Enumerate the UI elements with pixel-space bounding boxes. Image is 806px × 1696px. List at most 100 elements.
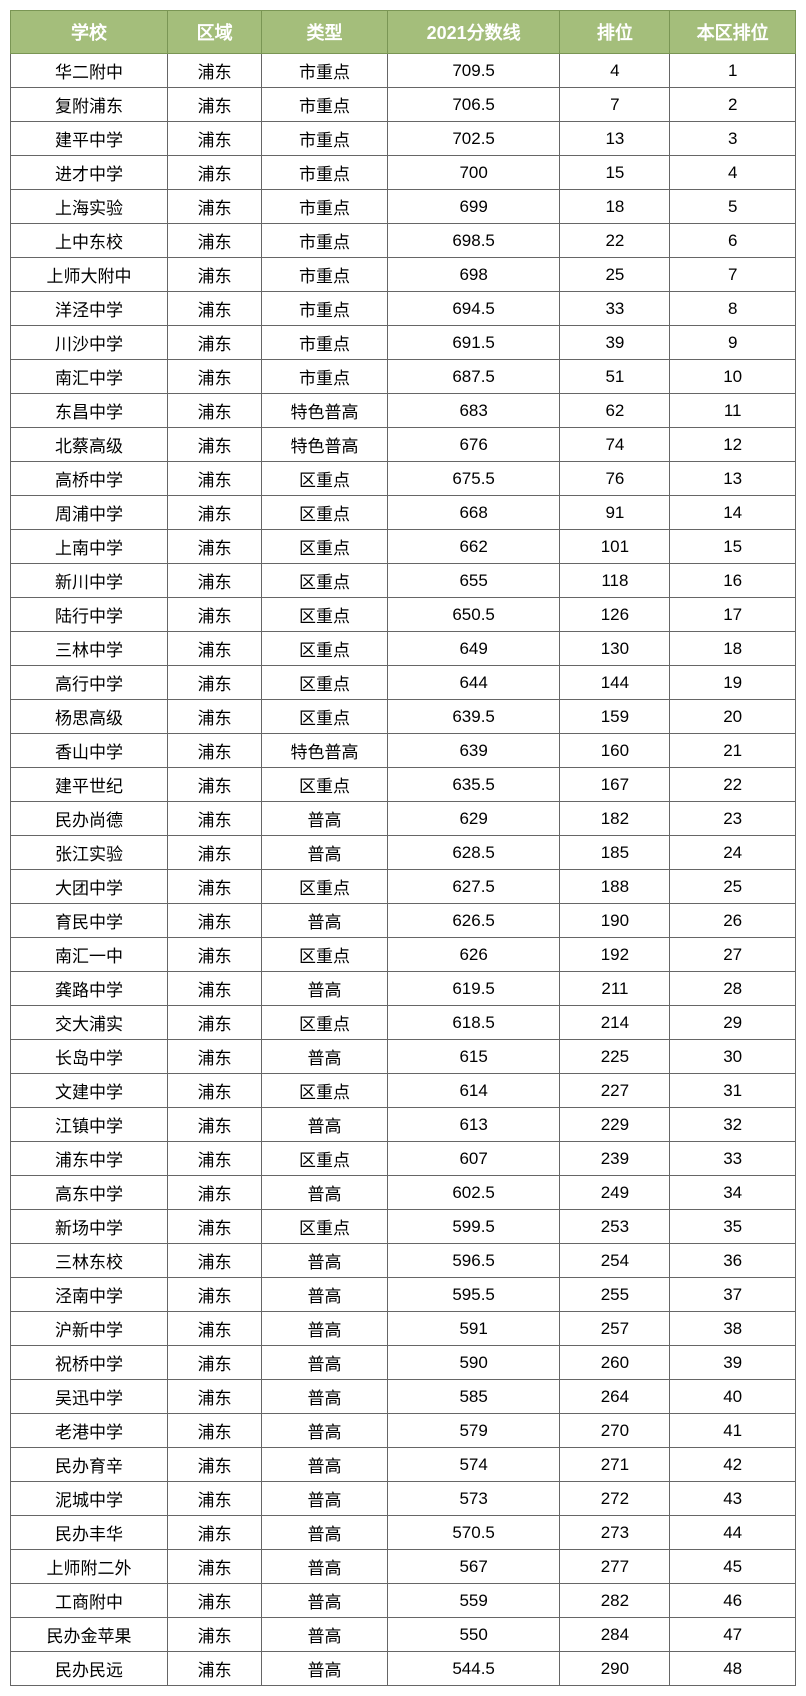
cell-localrank: 17 [670,598,796,632]
table-row: 高东中学浦东普高602.524934 [11,1176,796,1210]
cell-district: 浦东 [168,972,262,1006]
cell-school: 大团中学 [11,870,168,904]
cell-school: 东昌中学 [11,394,168,428]
cell-rank: 74 [560,428,670,462]
cell-type: 普高 [262,1176,388,1210]
cell-school: 高行中学 [11,666,168,700]
cell-score: 655 [387,564,560,598]
table-row: 泾南中学浦东普高595.525537 [11,1278,796,1312]
cell-localrank: 16 [670,564,796,598]
cell-rank: 7 [560,88,670,122]
cell-rank: 254 [560,1244,670,1278]
cell-localrank: 3 [670,122,796,156]
cell-school: 新川中学 [11,564,168,598]
table-row: 川沙中学浦东市重点691.5399 [11,326,796,360]
table-row: 东昌中学浦东特色普高6836211 [11,394,796,428]
cell-score: 596.5 [387,1244,560,1278]
cell-district: 浦东 [168,802,262,836]
cell-score: 595.5 [387,1278,560,1312]
cell-score: 559 [387,1584,560,1618]
table-row: 高桥中学浦东区重点675.57613 [11,462,796,496]
cell-type: 特色普高 [262,734,388,768]
table-row: 上师大附中浦东市重点698257 [11,258,796,292]
cell-district: 浦东 [168,1006,262,1040]
table-row: 三林东校浦东普高596.525436 [11,1244,796,1278]
cell-localrank: 14 [670,496,796,530]
cell-localrank: 42 [670,1448,796,1482]
cell-localrank: 1 [670,54,796,88]
cell-score: 675.5 [387,462,560,496]
cell-district: 浦东 [168,428,262,462]
cell-school: 香山中学 [11,734,168,768]
cell-rank: 101 [560,530,670,564]
cell-rank: 4 [560,54,670,88]
cell-localrank: 39 [670,1346,796,1380]
cell-rank: 239 [560,1142,670,1176]
cell-score: 694.5 [387,292,560,326]
cell-localrank: 19 [670,666,796,700]
cell-school: 高桥中学 [11,462,168,496]
table-row: 进才中学浦东市重点700154 [11,156,796,190]
table-row: 工商附中浦东普高55928246 [11,1584,796,1618]
cell-rank: 272 [560,1482,670,1516]
cell-rank: 62 [560,394,670,428]
cell-score: 550 [387,1618,560,1652]
cell-type: 区重点 [262,530,388,564]
cell-type: 区重点 [262,768,388,802]
cell-type: 普高 [262,836,388,870]
cell-school: 复附浦东 [11,88,168,122]
cell-score: 668 [387,496,560,530]
cell-type: 区重点 [262,1006,388,1040]
header-localrank: 本区排位 [670,11,796,54]
cell-localrank: 5 [670,190,796,224]
cell-district: 浦东 [168,190,262,224]
cell-localrank: 22 [670,768,796,802]
cell-school: 北蔡高级 [11,428,168,462]
table-row: 吴迅中学浦东普高58526440 [11,1380,796,1414]
cell-type: 市重点 [262,258,388,292]
table-row: 香山中学浦东特色普高63916021 [11,734,796,768]
cell-rank: 185 [560,836,670,870]
cell-score: 662 [387,530,560,564]
cell-rank: 253 [560,1210,670,1244]
table-row: 浦东中学浦东区重点60723933 [11,1142,796,1176]
cell-localrank: 27 [670,938,796,972]
cell-localrank: 34 [670,1176,796,1210]
cell-district: 浦东 [168,700,262,734]
cell-rank: 33 [560,292,670,326]
cell-district: 浦东 [168,1346,262,1380]
cell-district: 浦东 [168,1652,262,1686]
cell-type: 区重点 [262,938,388,972]
cell-type: 市重点 [262,326,388,360]
cell-type: 区重点 [262,1074,388,1108]
cell-type: 市重点 [262,88,388,122]
cell-school: 张江实验 [11,836,168,870]
cell-type: 普高 [262,972,388,1006]
cell-score: 591 [387,1312,560,1346]
cell-localrank: 45 [670,1550,796,1584]
cell-district: 浦东 [168,258,262,292]
cell-school: 南汇中学 [11,360,168,394]
cell-rank: 271 [560,1448,670,1482]
cell-school: 洋泾中学 [11,292,168,326]
table-row: 民办民远浦东普高544.529048 [11,1652,796,1686]
cell-localrank: 12 [670,428,796,462]
cell-rank: 13 [560,122,670,156]
cell-type: 普高 [262,1040,388,1074]
cell-district: 浦东 [168,122,262,156]
cell-score: 691.5 [387,326,560,360]
cell-rank: 39 [560,326,670,360]
cell-rank: 22 [560,224,670,258]
cell-school: 民办育辛 [11,1448,168,1482]
cell-school: 南汇一中 [11,938,168,972]
cell-score: 635.5 [387,768,560,802]
cell-localrank: 44 [670,1516,796,1550]
cell-rank: 144 [560,666,670,700]
cell-localrank: 20 [670,700,796,734]
cell-district: 浦东 [168,1176,262,1210]
cell-score: 627.5 [387,870,560,904]
cell-localrank: 31 [670,1074,796,1108]
header-score: 2021分数线 [387,11,560,54]
cell-score: 590 [387,1346,560,1380]
cell-district: 浦东 [168,1278,262,1312]
